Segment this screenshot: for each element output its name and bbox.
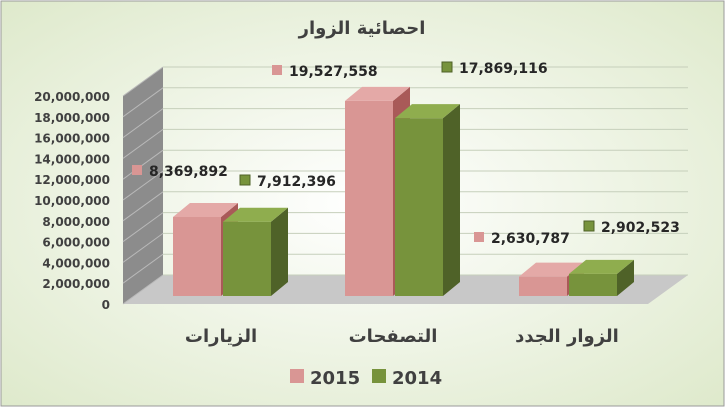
gridline-side: [122, 108, 164, 139]
y-tick-label: 4,000,000: [42, 256, 110, 270]
y-tick-label: 18,000,000: [34, 111, 110, 125]
x-category-label: الزوار الجدد: [515, 326, 619, 347]
data-label: 19,527,558: [289, 64, 378, 80]
y-tick-label: 16,000,000: [34, 132, 110, 146]
data-label-marker: [239, 174, 251, 186]
bar-top: [395, 104, 460, 119]
gridline-side: [122, 232, 164, 263]
legend-swatch: [290, 369, 304, 383]
y-tick-label: 8,000,000: [42, 215, 110, 229]
bar-front: [345, 100, 393, 297]
bar-side: [271, 207, 288, 296]
x-category-label: الزيارات: [185, 326, 257, 347]
data-label: 7,912,396: [257, 174, 336, 190]
gridline-side: [122, 149, 164, 180]
gridline-side: [122, 128, 164, 159]
bar-front: [173, 216, 221, 296]
bar-top: [173, 202, 238, 217]
bar-top: [519, 262, 584, 277]
bar-top: [345, 86, 410, 101]
legend-label: 2014: [392, 368, 442, 389]
chart-title: احصائية الزوار: [298, 18, 426, 39]
gridline-side: [122, 87, 164, 118]
gridline-side: [122, 66, 164, 97]
bar-side: [617, 259, 634, 296]
bar-top: [223, 207, 288, 222]
bar-top: [569, 259, 634, 274]
gridline-side: [122, 274, 164, 305]
gridline-side: [122, 191, 164, 222]
bar-front: [519, 276, 567, 296]
y-tick-label: 2,000,000: [42, 277, 110, 291]
data-label: 17,869,116: [459, 61, 548, 77]
data-label-marker: [474, 232, 484, 242]
bar-front: [223, 221, 271, 296]
gridline-side: [122, 253, 164, 284]
data-label-marker: [441, 61, 453, 73]
y-tick-label: 12,000,000: [34, 173, 110, 187]
legend-swatch: [372, 369, 386, 383]
y-tick-label: 14,000,000: [34, 152, 110, 166]
legend-label: 2015: [310, 368, 360, 389]
bar-front: [395, 118, 443, 296]
bar-side: [443, 104, 460, 296]
data-label-marker: [132, 165, 142, 175]
data-label-marker: [272, 65, 282, 75]
y-tick-label: 6,000,000: [42, 236, 110, 250]
data-label-marker: [583, 220, 595, 232]
gridline-side: [122, 170, 164, 201]
data-label: 8,369,892: [149, 164, 228, 180]
gridline-side: [122, 212, 164, 243]
data-label: 2,630,787: [491, 231, 570, 247]
x-category-label: التصفحات: [349, 326, 438, 347]
y-tick-label: 20,000,000: [34, 90, 110, 104]
y-tick-label: 0: [102, 298, 110, 312]
y-tick-label: 10,000,000: [34, 194, 110, 208]
bar-front: [569, 273, 617, 296]
data-label: 2,902,523: [601, 220, 680, 236]
